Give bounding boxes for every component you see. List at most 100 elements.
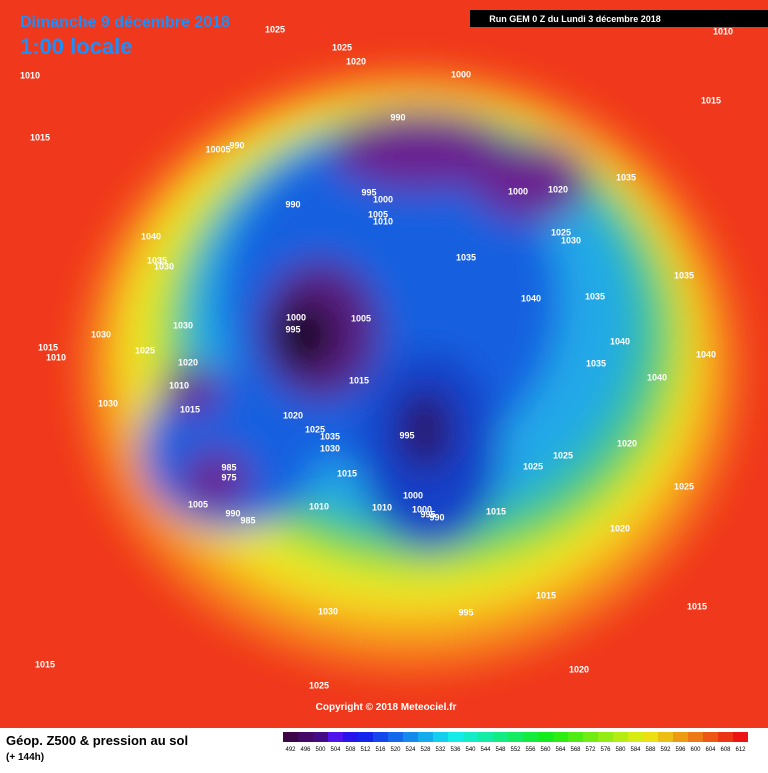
isobar-label: 1005	[188, 499, 208, 509]
isobar-label: 1025	[305, 424, 325, 434]
colorbar-label: 492	[285, 747, 296, 753]
isobar-label: 1030	[91, 329, 111, 339]
colorbar-swatch	[343, 732, 358, 742]
isobar-label: 1010	[373, 216, 393, 226]
colorbar-label: 592	[660, 747, 671, 753]
isobar-label: 1020	[617, 438, 637, 448]
isobar-label: 990	[429, 512, 444, 522]
colorbar-swatch	[658, 732, 673, 742]
colorbar-swatch	[493, 732, 508, 742]
isobar-label: 1025	[674, 481, 694, 491]
isobar-label: 1020	[283, 410, 303, 420]
colorbar-swatch	[508, 732, 523, 742]
isobar-label: 1035	[616, 172, 636, 182]
isobar-label: 1010	[169, 380, 189, 390]
isobar-label: 1015	[35, 659, 55, 669]
isobar-label: 1015	[30, 132, 50, 142]
isobar-label: 1020	[610, 523, 630, 533]
colorbar-swatch	[673, 732, 688, 742]
colorbar-label: 612	[735, 747, 746, 753]
colorbar-label: 508	[345, 747, 356, 753]
colorbar-label: 560	[540, 747, 551, 753]
colorbar-label: 524	[405, 747, 416, 753]
colorbar-swatch	[313, 732, 328, 742]
colorbar-swatch	[373, 732, 388, 742]
isobar-label: 990	[390, 112, 405, 122]
isobar-label: 10005	[205, 144, 230, 154]
colorbar-swatch	[298, 732, 313, 742]
isobar-label: 1030	[561, 235, 581, 245]
colorbar-swatch	[388, 732, 403, 742]
colorbar-label: 528	[420, 747, 431, 753]
colorbar-label: 496	[300, 747, 311, 753]
isobar-label: 1000	[286, 312, 306, 322]
colorbar-label: 584	[630, 747, 641, 753]
isobar-label: 1035	[674, 270, 694, 280]
isobar-label: 1040	[521, 293, 541, 303]
colorbar-label: 580	[615, 747, 626, 753]
colorbar-label: 556	[525, 747, 536, 753]
colorbar-label: 532	[435, 747, 446, 753]
colorbar-label: 536	[450, 747, 461, 753]
isobar-label: 1040	[647, 372, 667, 382]
isobar-label: 1000	[508, 186, 528, 196]
isobar-label: 995	[399, 430, 414, 440]
isobar-label: 990	[285, 199, 300, 209]
isobar-label: 1015	[349, 375, 369, 385]
isobar-label: 1025	[265, 24, 285, 34]
colorbar-label: 600	[690, 747, 701, 753]
isobar-label: 1010	[309, 501, 329, 511]
isobar-label: 1015	[337, 468, 357, 478]
isobar-label: 1005	[351, 313, 371, 323]
colorbar-label: 552	[510, 747, 521, 753]
colorbar-swatch	[433, 732, 448, 742]
isobar-label: 1025	[551, 227, 571, 237]
isobar-label: 1025	[523, 461, 543, 471]
colorbar-label: 516	[375, 747, 386, 753]
isobar-label: 1010	[372, 502, 392, 512]
isobar-label: 975	[221, 472, 236, 482]
lead-time: (+ 144h)	[6, 752, 44, 763]
isobar-label: 1025	[332, 42, 352, 52]
colorbar-label: 604	[705, 747, 716, 753]
run-box	[470, 10, 768, 27]
isobar-label: 1025	[135, 345, 155, 355]
colorbar-label: 548	[495, 747, 506, 753]
isobar-label: 1040	[696, 349, 716, 359]
isobar-label: 1015	[38, 342, 58, 352]
colorbar-label: 500	[315, 747, 326, 753]
isobar-label: 1000	[373, 194, 393, 204]
colorbar-swatch	[643, 732, 658, 742]
local-time: 1:00 locale	[20, 34, 133, 59]
colorbar-label: 540	[465, 747, 476, 753]
colorbar-label: 504	[330, 747, 341, 753]
isobar-label: 1020	[548, 184, 568, 194]
isobar-label: 990	[225, 508, 240, 518]
isobar-label: 1035	[147, 255, 167, 265]
footer-title: Géop. Z500 & pression au sol	[6, 733, 188, 748]
colorbar-swatch	[568, 732, 583, 742]
isobar-label: 1030	[154, 261, 174, 271]
isobar-label: 1030	[98, 398, 118, 408]
isobar-label: 995	[458, 607, 473, 617]
isobar-label: 985	[221, 462, 236, 472]
isobar-label: 1040	[141, 231, 161, 241]
colorbar-label: 572	[585, 747, 596, 753]
colorbar-swatch	[613, 732, 628, 742]
isobar-label: 985	[240, 515, 255, 525]
colorbar-swatch	[418, 732, 433, 742]
colorbar-swatch	[358, 732, 373, 742]
isobar-label: 1020	[178, 357, 198, 367]
isobar-label: 995	[361, 187, 376, 197]
isobar-label: 1010	[20, 70, 40, 80]
colorbar-label: 596	[675, 747, 686, 753]
isobar-label: 995	[285, 324, 300, 334]
copyright: Copyright © 2018 Meteociel.fr	[316, 702, 457, 713]
colorbar-label: 588	[645, 747, 656, 753]
isobar-label: 990	[229, 140, 244, 150]
colorbar-label: 520	[390, 747, 401, 753]
isobar-label: 1015	[486, 506, 506, 516]
colorbar-label: 568	[570, 747, 581, 753]
colorbar-label: 608	[720, 747, 731, 753]
